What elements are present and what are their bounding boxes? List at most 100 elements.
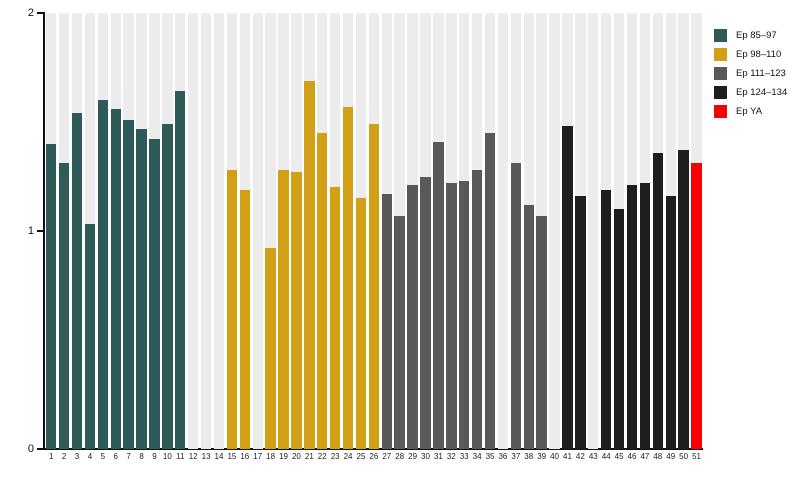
legend-label: Ep 111–123 — [736, 68, 786, 79]
bar — [562, 126, 573, 449]
bar-slot — [459, 13, 470, 449]
bar-slot — [226, 13, 238, 449]
bar — [342, 106, 354, 449]
x-tick-label: 21 — [304, 452, 314, 461]
bar-slot — [433, 13, 444, 449]
bar — [278, 169, 289, 449]
bar — [433, 141, 444, 449]
x-tick-label: 17 — [253, 452, 263, 461]
bar-slot — [136, 13, 147, 449]
x-tick-label: 28 — [395, 452, 405, 461]
bar-slot — [239, 13, 250, 449]
bar — [484, 132, 496, 449]
bar-slot — [252, 13, 263, 449]
bar — [691, 163, 702, 449]
bar-slot — [575, 13, 586, 449]
x-tick-label: 3 — [74, 452, 80, 461]
bar-slot — [265, 13, 276, 449]
bar — [394, 215, 405, 449]
bar-slot — [58, 13, 70, 449]
y-tick — [37, 448, 43, 450]
bar — [304, 80, 315, 449]
bar-slot — [46, 13, 57, 449]
bar — [652, 152, 663, 449]
bar-slot — [291, 13, 302, 449]
bar-slot — [329, 13, 341, 449]
legend-swatch — [714, 48, 727, 61]
bar-slot — [71, 13, 83, 449]
legend-item: Ep 85–97 — [714, 29, 787, 42]
bar — [110, 108, 121, 449]
x-tick-label: 7 — [126, 452, 131, 461]
x-tick-label: 25 — [356, 452, 366, 461]
legend-item: Ep 98–110 — [714, 48, 787, 61]
bar-slot — [678, 13, 689, 449]
bar-slot — [510, 13, 522, 449]
bar-slot — [162, 13, 173, 449]
bar-slot — [355, 13, 367, 449]
x-tick-label: 16 — [240, 452, 250, 461]
bar-slot — [97, 13, 109, 449]
bar-slot — [200, 13, 212, 449]
y-tick — [37, 230, 43, 232]
bar — [226, 169, 238, 449]
x-tick-label: 23 — [330, 452, 340, 461]
bar-slot — [626, 13, 638, 449]
y-tick-label: 2 — [27, 6, 34, 19]
x-tick-label: 19 — [279, 452, 288, 461]
x-tick-label: 27 — [382, 452, 392, 461]
x-tick-label: 41 — [563, 452, 572, 461]
x-tick-label: 20 — [291, 452, 301, 461]
bar — [97, 100, 109, 449]
bar-slot — [368, 13, 380, 449]
bar-slot — [588, 13, 599, 449]
bar-slot — [652, 13, 663, 449]
bar — [536, 215, 547, 449]
bar — [639, 183, 651, 449]
bar-slot — [84, 13, 96, 449]
bar-slot — [187, 13, 199, 449]
bar-slot — [278, 13, 289, 449]
x-tick-label: 47 — [640, 452, 650, 461]
x-tick-label: 40 — [550, 452, 559, 461]
x-tick-label: 46 — [627, 452, 637, 461]
bar — [239, 189, 250, 449]
bar-slot — [536, 13, 547, 449]
bar-slot — [497, 13, 509, 449]
legend-swatch — [714, 105, 727, 118]
bar-slot — [342, 13, 354, 449]
x-tick-label: 43 — [588, 452, 598, 461]
y-axis-line — [43, 12, 45, 449]
x-tick-label: 31 — [433, 452, 443, 461]
bar — [149, 139, 160, 449]
bar — [368, 124, 380, 449]
bar — [162, 124, 173, 449]
bar — [381, 193, 392, 449]
bar-slot — [110, 13, 121, 449]
legend-label: Ep 124–134 — [736, 87, 788, 98]
bar — [446, 183, 457, 449]
bar — [678, 150, 689, 449]
x-tick-label: 35 — [485, 452, 495, 461]
bar-slot — [420, 13, 431, 449]
x-tick-label: 2 — [61, 452, 67, 461]
bar — [665, 196, 676, 449]
bar — [420, 176, 431, 449]
x-tick-label: 22 — [317, 452, 327, 461]
x-tick-label: 4 — [87, 452, 93, 461]
x-tick-label: 6 — [113, 452, 118, 461]
bar-slot — [381, 13, 392, 449]
bar — [58, 163, 70, 449]
bar — [291, 172, 302, 449]
bar — [123, 119, 134, 449]
bar-slot — [407, 13, 418, 449]
x-tick-label: 13 — [201, 452, 211, 461]
x-tick-label: 8 — [139, 452, 144, 461]
bar — [600, 189, 612, 449]
x-tick-label: 5 — [100, 452, 106, 461]
bar-slot — [523, 13, 534, 449]
bar — [136, 128, 147, 449]
x-tick-label: 50 — [679, 452, 689, 461]
bar — [329, 187, 341, 449]
